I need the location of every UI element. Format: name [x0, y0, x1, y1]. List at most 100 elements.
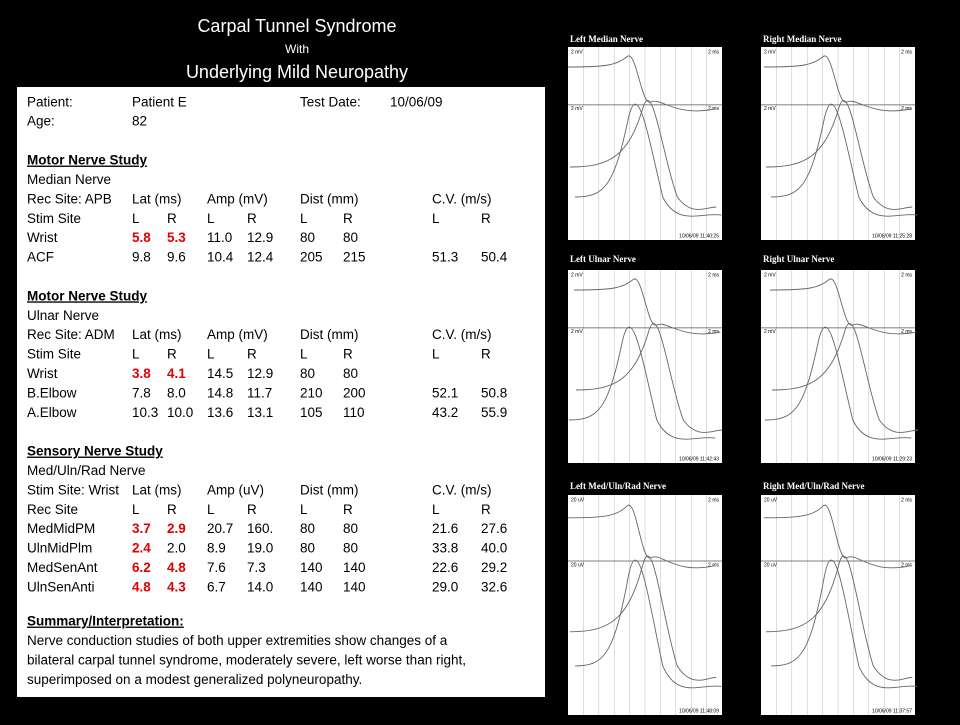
table-cell: 2.0	[167, 541, 186, 556]
table-cell: 105	[300, 405, 323, 420]
table-cell: Dist (mm)	[300, 191, 358, 206]
table-cell: L	[207, 347, 215, 362]
time-scale: 2 ms	[708, 497, 719, 503]
time-scale: 2 ms	[901, 49, 912, 55]
waveform	[570, 556, 716, 680]
table-cell: R	[247, 502, 257, 517]
timestamp: 10/06/09 11:37:57	[872, 708, 912, 714]
waveform	[771, 104, 917, 216]
table-cell: R	[167, 211, 177, 226]
time-scale: 2 ms	[901, 497, 912, 503]
table-cell: Amp (mV)	[207, 191, 268, 206]
table-cell: 4.8	[132, 579, 151, 594]
table-cell: MedMidPM	[27, 521, 95, 536]
nerve-name: Median Nerve	[27, 172, 111, 187]
table-cell: 29.2	[481, 560, 507, 575]
waveform	[568, 56, 714, 111]
table-cell: 9.8	[132, 250, 151, 265]
table-cell: 43.2	[432, 405, 458, 420]
panel-label: Left Median Nerve	[570, 34, 643, 44]
table-cell: Rec Site: ADM	[27, 327, 115, 342]
age-label: Age:	[27, 114, 55, 129]
nerve-name: Ulnar Nerve	[27, 308, 99, 323]
time-scale: 2 ms	[901, 272, 912, 278]
table-cell: 6.7	[207, 579, 226, 594]
table-cell: Rec Site	[27, 502, 78, 517]
section-heading: Sensory Nerve Study	[27, 444, 163, 459]
amp-scale: 2 mV	[764, 106, 776, 112]
age-value: 82	[132, 114, 147, 129]
patient-label: Patient:	[27, 95, 73, 110]
waveform-panel: 20 uV 2 ms 20 uV 2 ms 10/06/09 11:37:57	[761, 495, 917, 715]
table-cell: 205	[300, 250, 323, 265]
table-cell: Stim Site	[27, 347, 81, 362]
waveform	[766, 556, 912, 680]
table-cell: 40.0	[481, 541, 507, 556]
table-cell: R	[481, 211, 491, 226]
table-cell: L	[300, 502, 308, 517]
time-scale: 2 ms	[708, 49, 719, 55]
table-cell: 200	[343, 385, 366, 400]
patient-value: Patient E	[132, 95, 187, 110]
time-scale: 2 ms	[708, 329, 719, 335]
subtitle: With	[285, 42, 309, 56]
table-cell: L	[132, 347, 140, 362]
table-cell: 80	[343, 521, 358, 536]
table-cell: 27.6	[481, 521, 507, 536]
table-cell: 140	[300, 560, 323, 575]
table-cell: R	[167, 347, 177, 362]
summary-heading: Summary/Interpretation:	[27, 614, 184, 629]
summary-line: superimposed on a modest generalized pol…	[27, 672, 362, 687]
table-cell: UlnMidPlm	[27, 541, 92, 556]
waveform-panel: 2 mV 2 ms 2 mV 2 ms 10/06/09 11:29:23	[761, 270, 918, 463]
timestamp: 10/06/09 11:40:25	[679, 233, 719, 239]
date-label: Test Date:	[300, 95, 361, 110]
table-cell: 110	[343, 405, 365, 420]
nerve-name: Med/Uln/Rad Nerve	[27, 463, 146, 478]
report-box	[17, 87, 545, 697]
panel-label: Right Med/Uln/Rad Nerve	[763, 481, 865, 491]
table-cell: Stim Site: Wrist	[27, 482, 119, 497]
table-cell: Dist (mm)	[300, 482, 358, 497]
table-cell: L	[432, 347, 440, 362]
section-heading: Motor Nerve Study	[27, 288, 148, 303]
table-cell: L	[300, 347, 308, 362]
table-cell: 140	[300, 579, 323, 594]
date-value: 10/06/09	[390, 95, 443, 110]
table-cell: 14.5	[207, 366, 233, 381]
table-cell: 160.	[247, 521, 273, 536]
table-cell: 7.3	[247, 560, 266, 575]
waveform	[772, 323, 918, 432]
table-cell: 215	[343, 250, 366, 265]
table-cell: 12.9	[247, 366, 273, 381]
table-cell: 50.4	[481, 250, 508, 265]
table-cell: R	[167, 502, 177, 517]
time-scale: 2 ms	[901, 562, 912, 568]
title: Carpal Tunnel Syndrome	[197, 16, 396, 36]
table-cell: 9.6	[167, 250, 186, 265]
section-heading: Motor Nerve Study	[27, 153, 148, 168]
table-cell: 5.3	[167, 230, 186, 245]
table-cell: Amp (uV)	[207, 482, 264, 497]
table-cell: 80	[343, 541, 358, 556]
table-cell: 13.6	[207, 405, 233, 420]
table-cell: 13.1	[247, 405, 273, 420]
table-cell: Amp (mV)	[207, 327, 268, 342]
table-cell: 11.7	[247, 385, 272, 400]
table-cell: R	[247, 347, 257, 362]
amp-scale: 20 uV	[764, 497, 778, 503]
table-cell: L	[132, 502, 140, 517]
table-cell: 80	[300, 521, 315, 536]
table-cell: 8.0	[167, 385, 186, 400]
table-cell: 3.7	[132, 521, 151, 536]
table-cell: 12.4	[247, 250, 274, 265]
panel-label: Left Ulnar Nerve	[570, 254, 636, 264]
timestamp: 10/06/09 11:29:23	[872, 456, 912, 462]
amp-scale: 2 mV	[571, 272, 583, 278]
time-scale: 2 ms	[901, 329, 912, 335]
table-cell: 14.0	[247, 579, 273, 594]
table-cell: 10.3	[132, 405, 158, 420]
amp-scale: 20 uV	[764, 562, 778, 568]
waveform	[765, 327, 911, 439]
